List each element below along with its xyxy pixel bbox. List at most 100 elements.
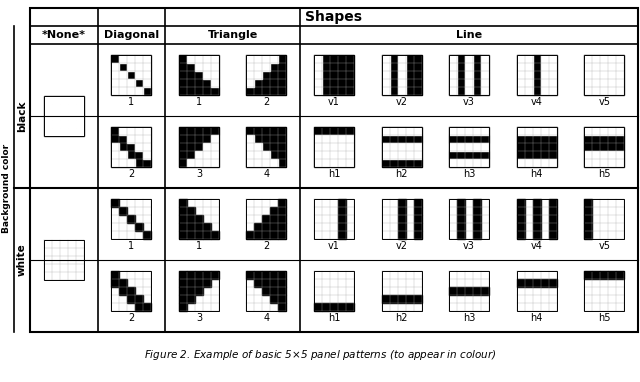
Bar	[592, 151, 600, 159]
Bar	[584, 159, 592, 167]
Bar	[119, 79, 127, 87]
Text: h5: h5	[598, 313, 611, 323]
Bar	[473, 199, 481, 207]
Bar	[465, 55, 473, 63]
Bar	[413, 199, 422, 207]
Bar	[516, 127, 557, 167]
Bar	[111, 127, 151, 167]
Bar	[592, 159, 600, 167]
Bar	[262, 151, 271, 159]
Bar	[525, 279, 532, 287]
Bar	[584, 151, 592, 159]
Bar	[246, 71, 255, 79]
Bar	[111, 271, 119, 279]
Bar	[413, 215, 422, 223]
Bar	[390, 151, 397, 159]
Bar	[203, 55, 211, 63]
Text: Figure 2. Example of basic 5$\times$5 panel patterns (to appear in colour): Figure 2. Example of basic 5$\times$5 pa…	[143, 348, 497, 362]
Bar	[60, 104, 68, 112]
Bar	[255, 279, 262, 287]
Bar	[338, 199, 346, 207]
Bar	[525, 71, 532, 79]
Bar	[381, 71, 390, 79]
Bar	[187, 159, 195, 167]
Bar	[473, 215, 481, 223]
Bar	[413, 143, 422, 151]
Bar	[397, 79, 406, 87]
Bar	[278, 279, 287, 287]
Bar	[516, 127, 557, 167]
Bar	[346, 143, 354, 151]
Bar	[608, 71, 616, 79]
Bar	[449, 199, 489, 239]
Bar	[68, 104, 76, 112]
Bar	[76, 112, 84, 120]
Bar	[616, 87, 624, 95]
Text: v2: v2	[396, 97, 408, 107]
Bar	[127, 79, 135, 87]
Bar	[473, 223, 481, 231]
Bar	[143, 303, 151, 311]
Bar	[548, 223, 557, 231]
Bar	[481, 63, 489, 71]
Bar	[390, 295, 397, 303]
Bar	[135, 87, 143, 95]
Bar	[449, 55, 489, 95]
Bar	[111, 279, 119, 287]
Bar	[195, 279, 203, 287]
Bar	[516, 207, 525, 215]
Bar	[179, 55, 219, 95]
Bar	[195, 55, 203, 63]
Bar	[616, 271, 624, 279]
Bar	[397, 199, 406, 207]
Text: Triangle: Triangle	[207, 30, 258, 40]
Bar	[457, 215, 465, 223]
Bar	[330, 303, 338, 311]
Bar	[449, 127, 489, 167]
Bar	[262, 159, 271, 167]
Bar	[111, 271, 151, 311]
Bar	[271, 223, 278, 231]
Bar	[211, 71, 219, 79]
Text: *None*: *None*	[42, 30, 86, 40]
Text: v1: v1	[328, 241, 340, 251]
Bar	[179, 271, 219, 311]
Text: h4: h4	[531, 313, 543, 323]
Text: black: black	[17, 100, 27, 132]
Bar	[246, 55, 287, 95]
Bar	[381, 199, 422, 239]
Bar	[211, 79, 219, 87]
Bar	[449, 55, 457, 63]
Bar	[449, 71, 457, 79]
Bar	[516, 199, 525, 207]
Bar	[246, 135, 255, 143]
Text: Diagonal: Diagonal	[104, 30, 159, 40]
Bar	[143, 127, 151, 135]
Text: v3: v3	[463, 97, 475, 107]
Bar	[255, 151, 262, 159]
Bar	[127, 287, 135, 295]
Bar	[187, 271, 195, 279]
Bar	[548, 199, 557, 207]
Bar	[143, 79, 151, 87]
Bar	[135, 55, 143, 63]
Bar	[457, 199, 465, 207]
Bar	[179, 223, 187, 231]
Bar	[516, 55, 557, 95]
Bar	[397, 55, 406, 63]
Bar	[616, 151, 624, 159]
Bar	[262, 287, 271, 295]
Bar	[338, 143, 346, 151]
Bar	[246, 199, 287, 239]
Bar	[314, 271, 354, 311]
Text: 1: 1	[196, 241, 202, 251]
Bar	[195, 287, 203, 295]
Bar	[397, 143, 406, 151]
Bar	[119, 71, 127, 79]
Bar	[548, 71, 557, 79]
Bar	[119, 159, 127, 167]
Bar	[246, 159, 255, 167]
Bar	[548, 87, 557, 95]
Bar	[246, 55, 255, 63]
Bar	[111, 199, 151, 239]
